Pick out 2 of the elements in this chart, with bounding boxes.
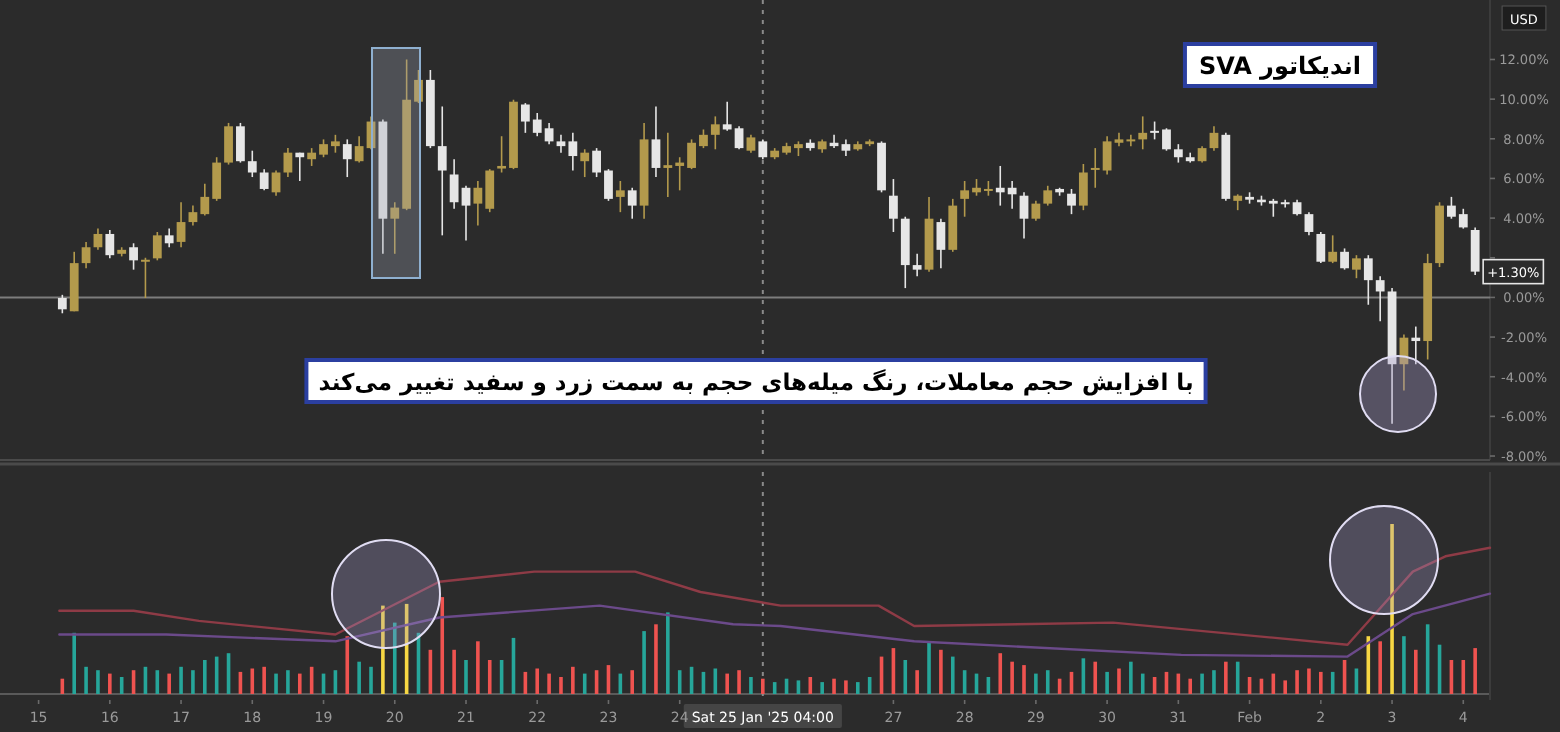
text: اندیکاتور SVA — [1198, 52, 1362, 80]
annotation: با افزایش حجم معاملات، رنگ میله‌های حجم به سمت زرد و سفید تغییر می‌کند — [318, 368, 1194, 396]
